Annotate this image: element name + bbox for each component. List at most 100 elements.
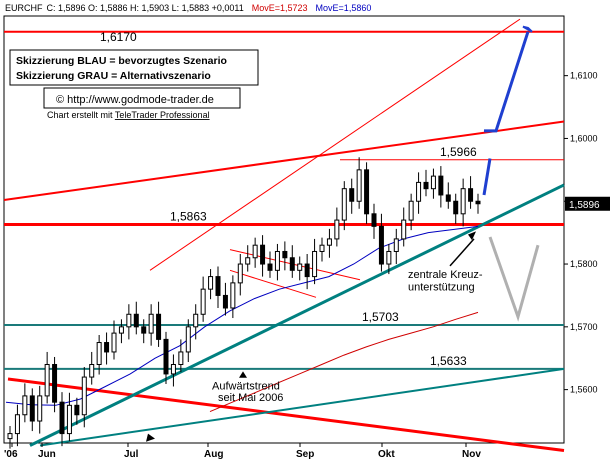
candle-body: [297, 263, 303, 271]
candle-body: [156, 313, 162, 340]
annotation-kreuz-1: zentrale Kreuz-: [408, 269, 483, 281]
level-label-15703: 1,5703: [362, 310, 399, 324]
candle-body: [7, 433, 13, 440]
secondary-uptrend-line: [39, 367, 565, 447]
candle-body: [430, 175, 436, 190]
flag-upper-line: [229, 249, 361, 281]
candle-body: [14, 414, 20, 435]
candle-body: [267, 263, 273, 271]
candle-body: [89, 364, 95, 378]
x-tick-label: '06: [4, 449, 18, 460]
candle-body: [289, 257, 295, 271]
candle-body: [334, 219, 340, 240]
candle-body: [200, 288, 206, 315]
credit-prefix: Chart erstellt mit: [47, 110, 115, 120]
candle-body: [215, 276, 221, 296]
level-label-15633: 1,5633: [430, 354, 467, 368]
trendlines-layer: [3, 18, 565, 453]
candle-body: [133, 313, 139, 328]
candle-body: [408, 200, 414, 221]
annotation-trend-2: seit Mai 2006: [218, 392, 283, 404]
legend-grey-text: Skizzierung GRAU = Alternativszenario: [16, 70, 211, 82]
candle-body: [148, 313, 154, 334]
x-tick-label: Sep: [296, 449, 314, 460]
candle-body: [222, 294, 228, 309]
scenario-arrows-layer: [146, 25, 540, 442]
candle-body: [118, 326, 124, 334]
legend-box: [9, 49, 259, 86]
header-ma2: MovE=1,5860: [316, 3, 372, 13]
candle-body: [349, 188, 355, 202]
candle-body: [378, 225, 384, 265]
gridlines-layer: [4, 30, 564, 370]
candle-body: [386, 250, 392, 265]
candle-body: [141, 326, 147, 334]
candle-body: [104, 342, 110, 353]
candle-body: [453, 200, 459, 215]
upper-channel-line: [3, 120, 565, 201]
y-tick-label: 1,6000: [570, 133, 598, 143]
candle-body: [252, 244, 258, 259]
candle-body: [438, 175, 444, 196]
url-text[interactable]: © http://www.godmode-trader.de: [56, 94, 214, 106]
credit-link[interactable]: TeleTrader Professional: [115, 110, 210, 120]
y-tick-label: 1,5600: [570, 385, 598, 395]
candle-body: [208, 276, 214, 290]
candle-body: [96, 342, 102, 366]
candle-body: [22, 395, 28, 416]
flag-lower-line: [229, 269, 317, 298]
grey-scenario-path: [488, 236, 540, 322]
candle-body: [319, 244, 325, 252]
candle-body: [416, 181, 422, 202]
candle-body: [126, 313, 132, 328]
candle-body: [193, 313, 199, 328]
candle-body: [66, 404, 72, 435]
candle-body: [401, 219, 407, 240]
candle-body: [274, 250, 280, 271]
x-tick-label: Jul: [124, 449, 139, 460]
x-tick-label: Okt: [378, 449, 395, 460]
candle-body: [74, 404, 80, 416]
last-price-badge: [565, 196, 610, 211]
ma-long-line: [209, 311, 479, 413]
legend-blue-text: Skizzierung BLAU = bevorzugtes Szenario: [16, 55, 227, 67]
candle-body: [326, 238, 332, 246]
candle-body: [245, 257, 251, 265]
candle-body: [341, 188, 347, 221]
axes-layer: 1,56001,57001,58001,59001,60001,6100'06J…: [4, 71, 610, 460]
candle-body: [44, 364, 50, 397]
header-symbol: EURCHF: [5, 3, 43, 13]
downtrend-line: [7, 377, 565, 453]
candle-body: [178, 351, 184, 366]
level-label-16170: 1,6170: [100, 30, 137, 44]
candle-body: [282, 250, 288, 259]
kreuz-arrowhead: [468, 231, 476, 241]
candle-body: [37, 395, 43, 422]
level-label-15966: 1,5966: [440, 145, 477, 159]
level-label-15863: 1,5863: [170, 210, 207, 224]
level-labels-layer: 1,6170 1,5966 1,5863 1,5703 1,5633 zentrale K…: [100, 30, 483, 404]
candle-body: [59, 401, 65, 435]
candle-body: [312, 250, 318, 278]
y-tick-label: 1,5800: [570, 259, 598, 269]
blue-scenario-leg1: [482, 158, 492, 196]
candle-body: [393, 238, 399, 252]
candle-body: [230, 282, 236, 309]
header-ohlc: C: 1,5896 O: 1,5886 H: 1,5903 L: 1,5883 …: [47, 3, 244, 13]
downtrend-arrowhead: [146, 433, 155, 442]
blue-scenario-leg2: [484, 31, 530, 133]
candle-body: [81, 376, 87, 416]
y-tick-label: 1,6100: [570, 71, 598, 81]
candle-body: [356, 169, 362, 202]
annotation-kreuz-2: unterstützung: [408, 281, 475, 293]
candle-body: [371, 213, 377, 227]
candle-body: [423, 181, 429, 190]
credit-text: Chart erstellt mit TeleTrader Profession…: [47, 110, 210, 120]
candle-body: [237, 263, 243, 284]
uptrend-line: [29, 183, 565, 447]
candle-body: [29, 395, 35, 422]
candle-body: [170, 364, 176, 375]
blue-scenario-arrowhead: [522, 25, 533, 33]
